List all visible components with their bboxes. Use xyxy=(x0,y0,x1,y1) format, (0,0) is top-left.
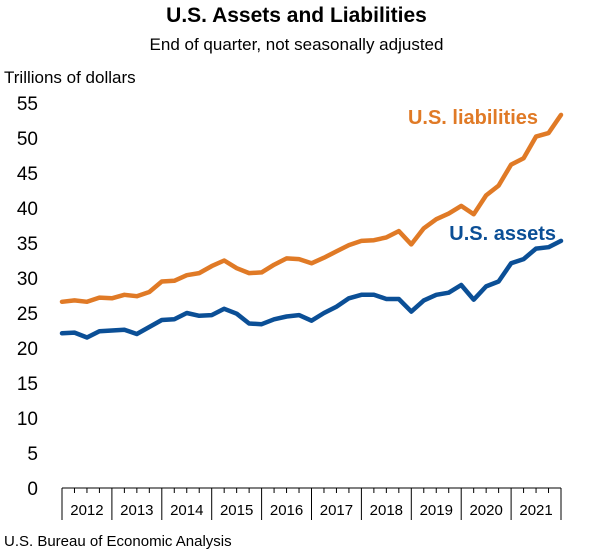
series-label-u-s-assets: U.S. assets xyxy=(449,223,556,245)
y-tick-label: 0 xyxy=(27,479,38,500)
x-axis: 2012 2013 2014 2015 2016 2017 2018 2019 2020 2021 xyxy=(61,487,562,520)
y-tick-label: 35 xyxy=(17,234,38,255)
chart-subtitle: End of quarter, not seasonally adjusted xyxy=(149,35,444,54)
y-tick-label: 25 xyxy=(17,304,38,325)
y-axis-label: Trillions of dollars xyxy=(4,68,136,87)
x-tick-label: 2017 xyxy=(320,502,353,519)
y-tick-label: 50 xyxy=(17,129,38,150)
y-tick-label: 40 xyxy=(17,199,38,220)
x-tick-label: 2020 xyxy=(469,502,502,519)
x-tick-label: 2018 xyxy=(370,502,403,519)
x-tick-label: 2021 xyxy=(519,502,552,519)
x-tick-label: 2014 xyxy=(170,502,203,519)
chart-title: U.S. Assets and Liabilities xyxy=(166,4,427,27)
y-tick-label: 20 xyxy=(17,339,38,360)
y-tick-label: 30 xyxy=(17,269,38,290)
series-label-u-s-liabilities: U.S. liabilities xyxy=(408,107,538,129)
y-tick-label: 10 xyxy=(17,409,38,430)
series-line-u-s-assets xyxy=(59,238,564,340)
x-tick-label: 2016 xyxy=(270,502,303,519)
x-tick-label: 2019 xyxy=(420,502,453,519)
series-labels: U.S. liabilities U.S. assets xyxy=(408,107,556,245)
x-tick-label: 2015 xyxy=(220,502,253,519)
y-axis: 0 5 10 15 20 25 30 35 40 45 50 55 xyxy=(17,94,38,500)
series-line-u-s-liabilities xyxy=(59,112,564,305)
series-lines xyxy=(59,112,564,340)
x-tick-label: 2013 xyxy=(120,502,153,519)
x-tick-label: 2012 xyxy=(70,502,103,519)
y-tick-label: 5 xyxy=(27,444,38,465)
y-tick-label: 55 xyxy=(17,94,38,115)
y-tick-label: 45 xyxy=(17,164,38,185)
source-note: U.S. Bureau of Economic Analysis xyxy=(4,533,232,550)
y-tick-label: 15 xyxy=(17,374,38,395)
